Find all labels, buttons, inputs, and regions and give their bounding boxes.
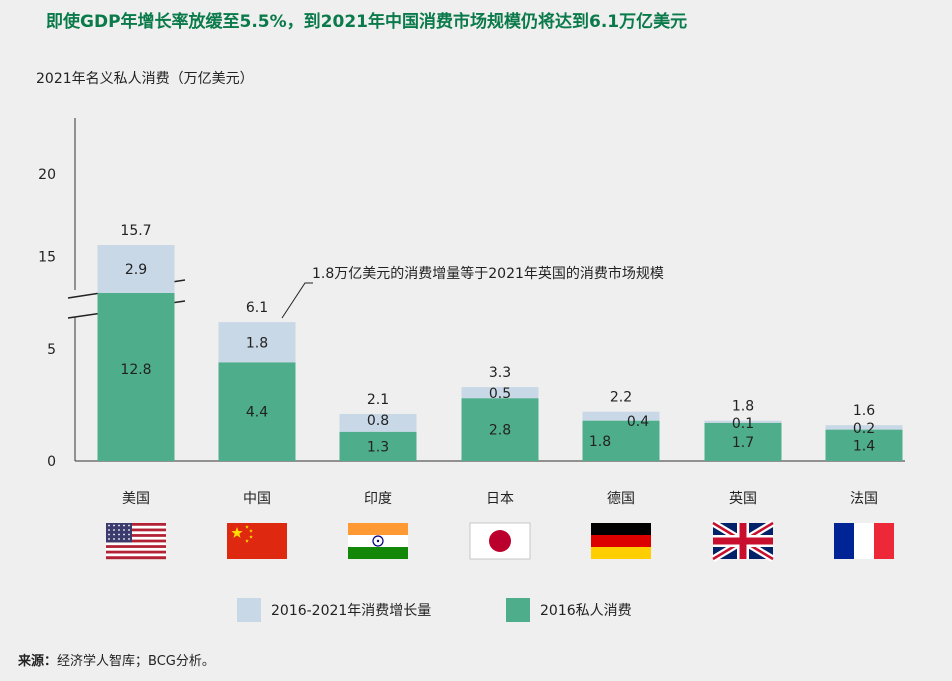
x-tick-label: 中国 (243, 491, 271, 507)
data-label-growth: 2.9 (125, 262, 147, 278)
legend-label-growth: 2016-2021年消费增长量 (271, 603, 432, 619)
x-tick-label: 日本 (486, 491, 514, 507)
data-label-growth: 0.8 (367, 413, 389, 429)
data-label-base: 1.7 (732, 435, 754, 451)
bar-base (97, 293, 175, 461)
x-tick-label: 美国 (122, 491, 150, 507)
x-tick-label: 法国 (850, 491, 878, 507)
data-label-base: 1.3 (367, 439, 389, 455)
legend-swatch-growth (237, 598, 261, 622)
india-flag-icon (348, 523, 408, 559)
data-label-total: 3.3 (489, 365, 511, 381)
japan-flag-icon (469, 522, 531, 560)
china-flag-icon (227, 523, 287, 559)
data-label-total: 2.2 (610, 390, 632, 406)
y-tick-label: 5 (47, 342, 56, 358)
data-label-growth: 0.5 (489, 386, 511, 402)
chart-title: 即使GDP年增长率放缓至5.5%，到2021年中国消费市场规模仍将达到6.1万亿… (46, 12, 688, 32)
source-label: 来源： (18, 654, 58, 669)
data-label-growth: 0.1 (732, 416, 754, 432)
data-label-base: 1.4 (853, 438, 875, 454)
data-label-growth: 0.4 (627, 414, 649, 430)
x-tick-label: 德国 (607, 491, 635, 507)
bar-base (461, 398, 539, 461)
usa-flag-icon (106, 523, 166, 560)
bar-growth (461, 387, 539, 399)
france-flag-icon (834, 523, 894, 559)
data-label-base: 1.8 (589, 434, 611, 450)
annotation-text: 1.8万亿美元的消费增量等于2021年英国的消费市场规模 (312, 265, 664, 282)
data-label-base: 12.8 (120, 362, 151, 378)
bar-base (704, 422, 782, 461)
y-tick-label: 15 (38, 250, 56, 266)
bar-base (218, 362, 296, 461)
data-label-base: 2.8 (489, 423, 511, 439)
data-label-total: 2.1 (367, 392, 389, 408)
data-label-growth: 1.8 (246, 335, 268, 351)
y-tick-label: 0 (47, 454, 56, 470)
uk-flag-icon (711, 519, 775, 563)
data-label-total: 1.6 (853, 403, 875, 419)
bar-base (339, 431, 417, 461)
bar-base (582, 420, 660, 461)
legend-item-growth: 2016-2021年消费增长量 (237, 598, 431, 622)
legend-swatch-base (506, 598, 530, 622)
germany-flag-icon (591, 523, 651, 559)
bar-growth (825, 425, 903, 430)
y-axis-label: 2021年名义私人消费（万亿美元） (36, 71, 254, 87)
legend-label-base: 2016私人消费 (540, 603, 632, 619)
source-text: 经济学人智库；BCG分析。 (57, 654, 215, 669)
data-label-base: 4.4 (246, 405, 268, 421)
annotation-leader-line (281, 282, 313, 319)
bar-growth (582, 411, 660, 421)
x-tick-label: 英国 (729, 490, 757, 507)
data-label-total: 15.7 (120, 223, 151, 239)
bar-growth (339, 413, 417, 432)
bar-growth (97, 245, 175, 293)
source-note: 来源：经济学人智库；BCG分析。 (18, 650, 215, 669)
legend-item-base: 2016私人消费 (506, 598, 632, 622)
data-label-growth: 0.2 (853, 421, 875, 437)
data-label-total: 1.8 (732, 399, 754, 415)
y-tick-label: 20 (38, 167, 56, 183)
x-tick-label: 印度 (364, 491, 392, 507)
bar-growth (704, 420, 782, 423)
data-label-total: 6.1 (246, 300, 268, 316)
bar-base (825, 429, 903, 461)
bar-growth (218, 322, 296, 363)
